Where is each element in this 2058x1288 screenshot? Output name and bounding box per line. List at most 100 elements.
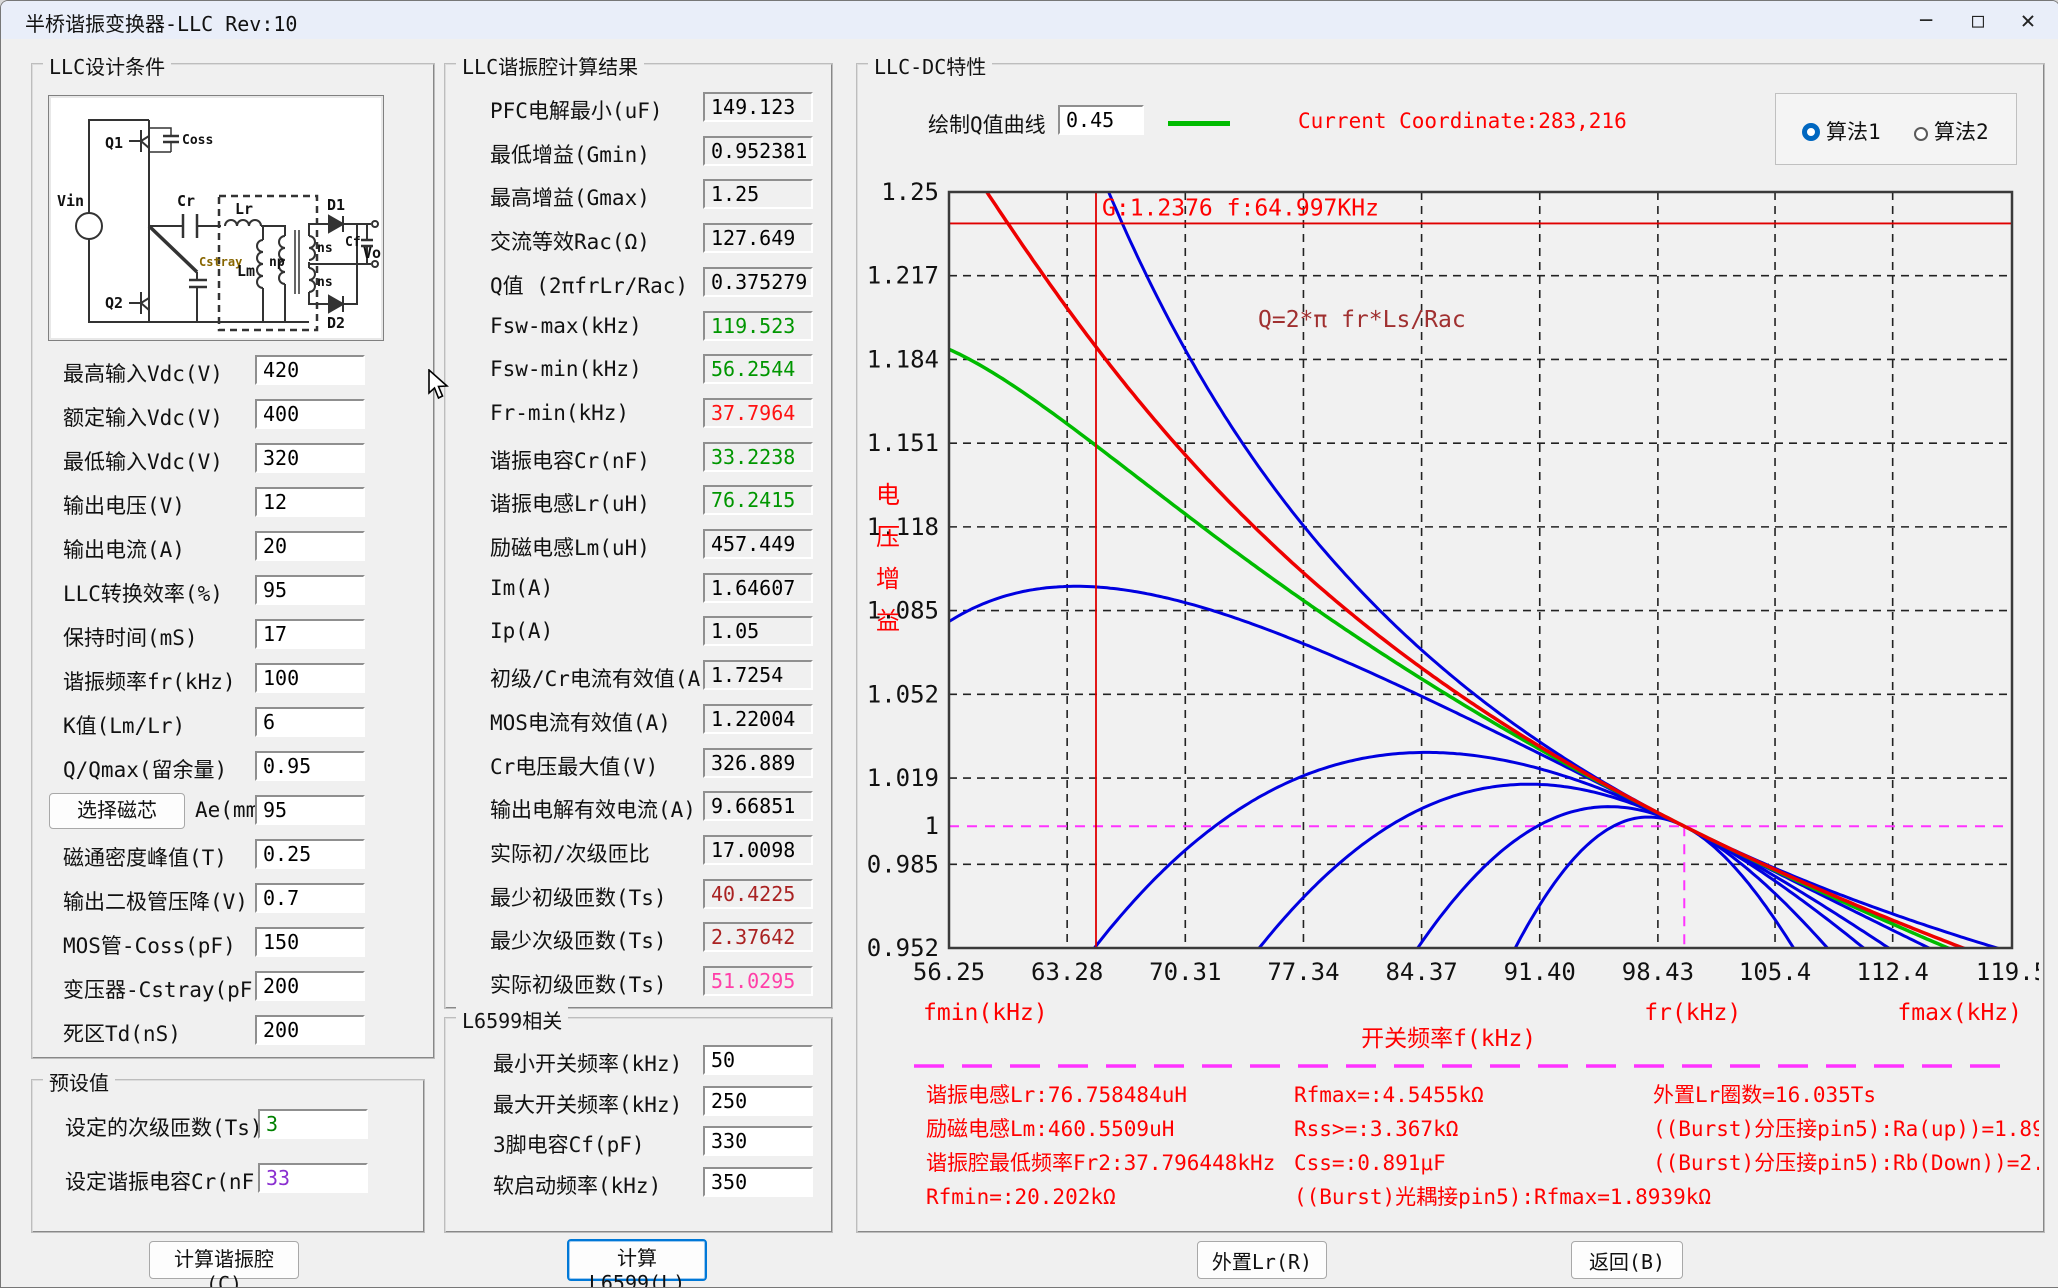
value-input[interactable]: 50 <box>703 1045 813 1075</box>
result-output: 37.7964 <box>703 397 813 428</box>
y-tick-label: 1.085 <box>867 597 939 625</box>
return-button[interactable]: 返回(B) <box>1571 1241 1683 1279</box>
value-input[interactable]: 33 <box>258 1163 368 1193</box>
field-row: 保持时间(mS) 17 <box>33 619 433 653</box>
field-label: 变压器-Cstray(pF) <box>63 978 266 1002</box>
field-label: Cr电压最大值(V) <box>490 754 659 779</box>
circuit-label-coss: Coss <box>182 133 213 148</box>
calc-l6599-button[interactable]: 计算L6599(L) <box>567 1239 707 1287</box>
field-label: 最低输入Vdc(V) <box>63 450 223 474</box>
field-row: 实际初/次级匝比 17.0098 <box>446 834 831 869</box>
maximize-icon[interactable]: □ <box>1971 8 1985 32</box>
value-input[interactable]: 350 <box>703 1167 813 1198</box>
field-row: 3脚电容Cf(pF) 330 <box>446 1126 831 1160</box>
external-lr-button[interactable]: 外置Lr(R) <box>1197 1241 1327 1279</box>
field-label: Q值 (2πfrLr/Rac) <box>490 273 689 298</box>
value-input[interactable]: 95 <box>255 795 365 825</box>
circuit-label-q2: Q2 <box>105 294 123 312</box>
x-tick-label: 112.4 <box>1857 958 1929 986</box>
value-input[interactable]: 400 <box>255 399 365 429</box>
calc-resonant-button[interactable]: 计算谐振腔(C) <box>149 1241 299 1287</box>
algo1-radio[interactable]: 算法1 <box>1802 116 1881 146</box>
value-input[interactable]: 420 <box>255 355 365 385</box>
gain-curve-Q=0.2 <box>1107 192 2002 948</box>
field-label: 设定的次级匝数(Ts) <box>65 1116 263 1140</box>
x-tick-label: 56.25 <box>913 958 985 986</box>
result-output: 0.952381 <box>703 135 813 166</box>
result-output: 1.05 <box>703 616 813 647</box>
field-label: Fr-min(kHz) <box>490 400 630 425</box>
value-input[interactable]: 0.95 <box>255 751 365 781</box>
x-tick-label: 63.28 <box>1031 958 1103 986</box>
llc-schematic-svg: Vin Q1 Coss Q2 Cr Cstray Lr Lm np ns ns … <box>57 119 381 332</box>
value-input[interactable]: 320 <box>255 443 365 473</box>
info-line: ((Burst)分压接pin5):Ra(up))=1.8939kΩ <box>1653 1117 2039 1141</box>
info-line: Rfmin=:20.202kΩ <box>926 1185 1116 1209</box>
algo2-radio[interactable]: 算法2 <box>1914 116 1989 146</box>
title-bar: 半桥谐振变换器-LLC Rev:10 ─ □ ✕ <box>1 1 2058 39</box>
value-input[interactable]: 200 <box>255 971 365 1001</box>
value-input[interactable]: 6 <box>255 707 365 737</box>
value-input[interactable]: 0.7 <box>255 883 365 913</box>
value-input[interactable]: 3 <box>258 1109 368 1139</box>
result-output: 0.375279 <box>703 266 813 297</box>
result-output: 56.2544 <box>703 354 813 385</box>
result-output: 457.449 <box>703 529 813 559</box>
q-formula-annotation: Q=2*π fr*Ls/Rac <box>1258 307 1466 333</box>
close-icon[interactable]: ✕ <box>2020 6 2036 34</box>
circuit-label-vin: Vin <box>57 192 84 210</box>
radio-selected-icon <box>1802 123 1820 141</box>
value-input[interactable]: 12 <box>255 487 365 517</box>
y-tick-label: 1 <box>925 812 939 840</box>
y-tick-label: 1.217 <box>867 262 939 290</box>
field-label: 输出电解有效电流(A) <box>490 798 696 823</box>
value-input[interactable]: 250 <box>703 1085 813 1116</box>
chart-panel-legend: LLC-DC特性 <box>868 51 993 80</box>
y-axis-caption: 电 <box>876 481 900 509</box>
select-core-button[interactable]: 选择磁芯 <box>49 793 185 829</box>
x-tick-label: 77.34 <box>1267 958 1339 986</box>
fr-caption: fr(kHz) <box>1644 1000 1741 1026</box>
result-output: 33.2238 <box>703 441 813 472</box>
field-label: 最低增益(Gmin) <box>490 142 650 167</box>
field-label: 最少次级匝数(Ts) <box>490 929 667 954</box>
minimize-icon[interactable]: ─ <box>1919 8 1933 32</box>
value-input[interactable]: 20 <box>255 531 365 561</box>
result-output: 119.523 <box>703 310 813 341</box>
value-input[interactable]: 100 <box>255 663 365 693</box>
field-label: 实际初/次级匝比 <box>490 841 650 866</box>
value-input[interactable]: 17 <box>255 619 365 649</box>
result-output: 1.22004 <box>703 703 813 734</box>
field-label: Fsw-max(kHz) <box>490 313 642 338</box>
field-row: 设定谐振电容Cr(nF) 33 <box>33 1163 423 1197</box>
field-row: 谐振频率fr(kHz) 100 <box>33 663 433 697</box>
field-label: 最小开关频率(kHz) <box>493 1052 683 1076</box>
q-curve-input[interactable]: 0.45 <box>1058 105 1144 135</box>
field-row: 变压器-Cstray(pF) 200 <box>33 971 433 1005</box>
value-input[interactable]: 95 <box>255 575 365 605</box>
result-output: 9.66851 <box>703 791 813 822</box>
field-row: Fsw-min(kHz) 56.2544 <box>446 354 831 388</box>
mouse-cursor-icon <box>428 369 449 399</box>
circuit-label-lr: Lr <box>235 200 253 218</box>
field-label: 最高输入Vdc(V) <box>63 362 223 386</box>
fmax-caption: fmax(kHz) <box>1897 1000 2022 1026</box>
radio-unselected-icon <box>1914 127 1928 141</box>
value-input[interactable]: 330 <box>703 1126 813 1157</box>
y-tick-label: 1.052 <box>867 680 939 708</box>
info-line: 外置Lr圈数=16.035Ts <box>1653 1083 1876 1107</box>
field-row: Fsw-max(kHz) 119.523 <box>446 310 831 345</box>
field-row: MOS管-Coss(pF) 150 <box>33 927 433 961</box>
field-row: 交流等效Rac(Ω) 127.649 <box>446 223 831 257</box>
fmin-caption: fmin(kHz) <box>923 1000 1048 1026</box>
x-tick-label: 105.4 <box>1739 958 1811 986</box>
field-label: 3脚电容Cf(pF) <box>493 1133 645 1158</box>
field-label: 输出二极管压降(V) <box>63 890 248 914</box>
value-input[interactable]: 0.25 <box>255 839 365 869</box>
value-input[interactable]: 200 <box>255 1015 365 1045</box>
preset-panel: 预设值 设定的次级匝数(Ts) 3 设定谐振电容Cr(nF) 33 <box>31 1067 425 1233</box>
value-input[interactable]: 150 <box>255 927 365 957</box>
result-output: 127.649 <box>703 223 813 254</box>
field-label: 实际初级匝数(Ts) <box>490 973 667 997</box>
